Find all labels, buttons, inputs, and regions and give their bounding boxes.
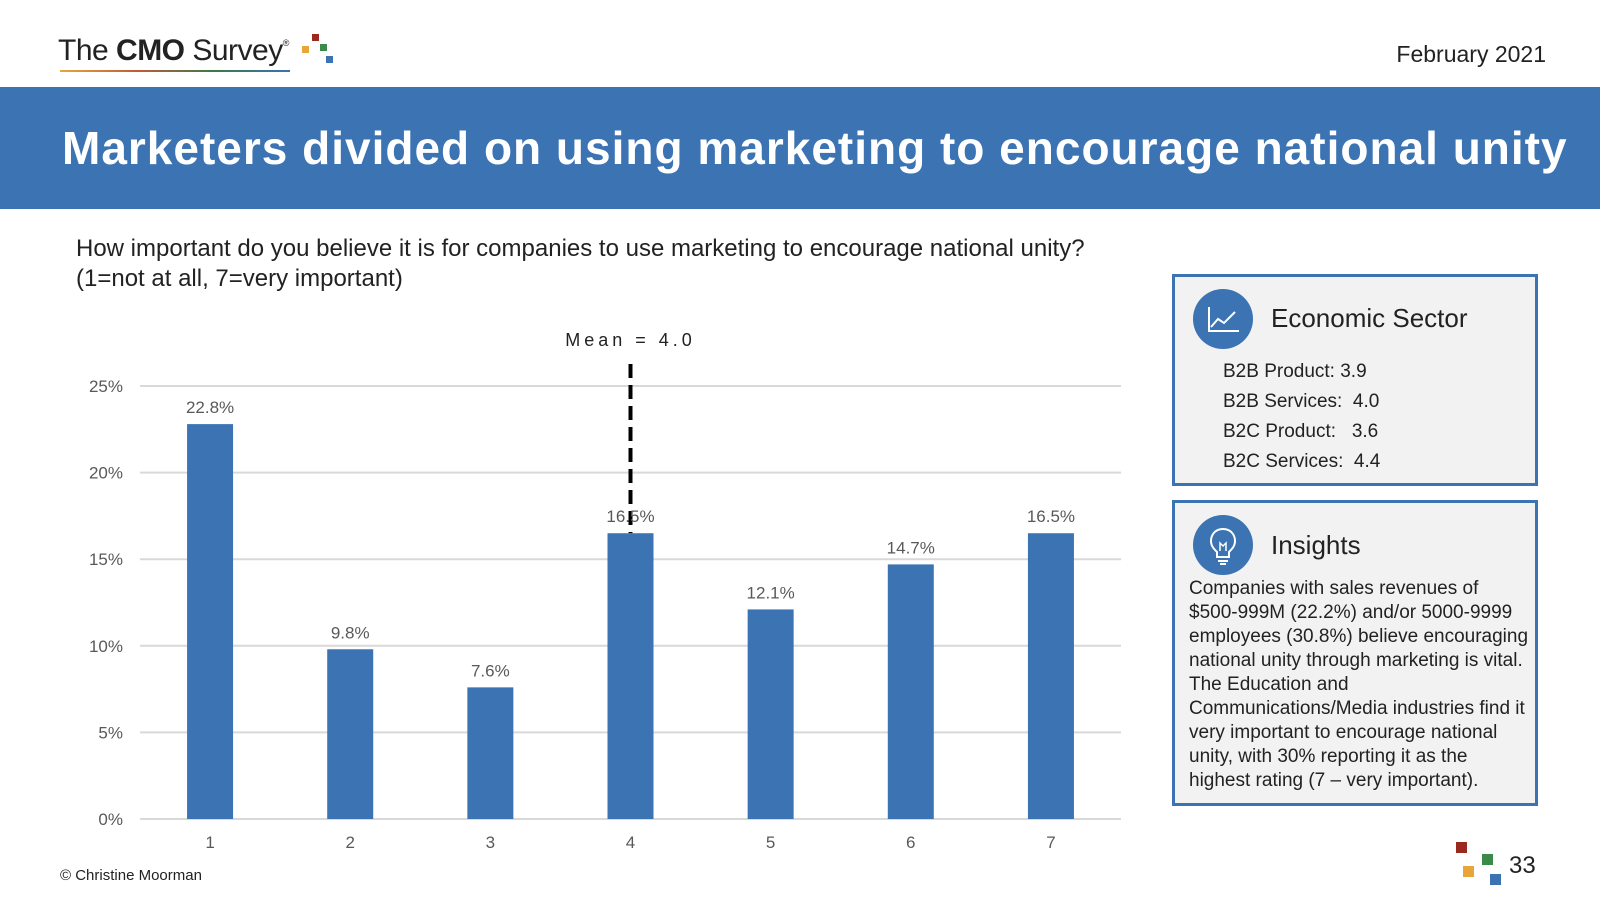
data-label: 14.7% — [887, 538, 935, 557]
x-tick-label: 4 — [626, 833, 635, 852]
data-label: 16.5% — [606, 507, 654, 526]
footer-square-green — [1482, 854, 1493, 865]
report-date: February 2021 — [1396, 41, 1546, 67]
logo-bold: CMO — [116, 34, 185, 67]
copyright: © Christine Moorman — [60, 867, 202, 884]
chart-bars — [187, 424, 1074, 819]
footer-square-blue — [1490, 874, 1501, 885]
insights-text: Companies with sales revenues of $500-99… — [1189, 578, 1529, 791]
cmo-survey-logo: The CMO Survey® — [58, 34, 333, 74]
data-label: 9.8% — [331, 623, 370, 642]
x-tick-label: 2 — [345, 833, 354, 852]
bar — [747, 609, 794, 819]
line-chart-icon — [1193, 289, 1253, 349]
bar-chart: Mean = 4.0 0% 5% 10% 15% 20% 25% 22.8% 1 9.8% 2 7.… — [89, 330, 1121, 852]
logo-square-orange — [302, 46, 309, 53]
economic-sector-box: Economic Sector B2B Product: 3.9 B2B Ser… — [1172, 274, 1538, 486]
sector-row-b2b-services: B2B Services: 4.0 — [1223, 391, 1380, 412]
y-tick-label: 15% — [89, 550, 123, 569]
logo-square-green — [320, 44, 327, 51]
bar — [187, 424, 234, 819]
logo-underline — [60, 70, 290, 72]
data-label: 16.5% — [1027, 507, 1075, 526]
bar — [887, 564, 934, 819]
bar — [607, 533, 654, 819]
logo-prefix: The — [58, 34, 117, 67]
x-tick-label: 3 — [486, 833, 495, 852]
logo-registered-mark: ® — [282, 38, 290, 48]
page-number: 33 — [1509, 852, 1536, 879]
data-label: 12.1% — [747, 583, 795, 602]
y-tick-label: 20% — [89, 464, 123, 483]
footer-square-orange — [1463, 866, 1474, 877]
insights-box: Insights Companies with sales revenues o… — [1172, 500, 1538, 806]
title-banner: Marketers divided on using marketing to … — [0, 87, 1600, 209]
logo-wordmark: The CMO Survey® — [58, 34, 289, 68]
insights-title: Insights — [1271, 530, 1361, 560]
bar — [1027, 533, 1074, 819]
x-tick-label: 1 — [205, 833, 214, 852]
sector-row-b2c-services: B2C Services: 4.4 — [1223, 451, 1381, 472]
sector-list: B2B Product: 3.9 B2B Services: 4.0 B2C P… — [1223, 357, 1380, 477]
y-tick-label: 0% — [98, 810, 123, 829]
mean-marker: Mean = 4.0 — [565, 330, 696, 534]
slide-title: Marketers divided on using marketing to … — [62, 122, 1568, 174]
x-tick-label: 7 — [1046, 833, 1055, 852]
bar — [467, 687, 514, 819]
logo-square-red — [312, 34, 319, 41]
survey-question: How important do you believe it is for c… — [76, 235, 1085, 292]
y-tick-label: 5% — [98, 723, 123, 742]
y-tick-label: 25% — [89, 377, 123, 396]
lightbulb-icon — [1193, 515, 1253, 575]
y-tick-label: 10% — [89, 637, 123, 656]
footer-square-red — [1456, 842, 1467, 853]
logo-suffix: Survey — [184, 34, 283, 67]
sector-row-b2b-product: B2B Product: 3.9 — [1223, 361, 1367, 382]
data-label: 22.8% — [186, 398, 234, 417]
economic-sector-title: Economic Sector — [1271, 303, 1468, 333]
chart-labels: 0% 5% 10% 15% 20% 25% 22.8% 1 9.8% 2 7.6% 3 16.5% 4 12… — [89, 377, 1075, 852]
data-label: 7.6% — [471, 661, 510, 680]
x-tick-label: 5 — [766, 833, 775, 852]
x-tick-label: 6 — [906, 833, 915, 852]
mean-label: Mean = 4.0 — [565, 330, 696, 350]
bar — [327, 649, 374, 819]
sector-row-b2c-product: B2C Product: 3.6 — [1223, 421, 1379, 442]
logo-square-blue — [326, 56, 333, 63]
